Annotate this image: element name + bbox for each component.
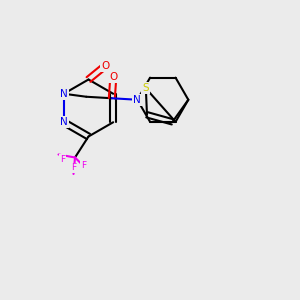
Text: N: N <box>60 117 68 127</box>
Text: S: S <box>142 83 149 93</box>
Text: O: O <box>101 61 109 71</box>
Text: F: F <box>71 164 76 172</box>
Text: F: F <box>60 154 65 164</box>
Text: F: F <box>81 160 86 169</box>
Text: N: N <box>134 95 141 105</box>
Text: N: N <box>60 89 68 99</box>
Text: O: O <box>109 72 117 82</box>
